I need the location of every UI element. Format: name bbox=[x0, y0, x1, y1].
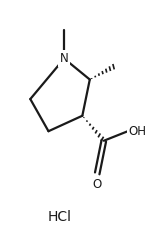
Text: HCl: HCl bbox=[47, 210, 71, 224]
Text: N: N bbox=[60, 52, 69, 65]
Text: OH: OH bbox=[128, 125, 146, 138]
Text: O: O bbox=[93, 178, 102, 191]
